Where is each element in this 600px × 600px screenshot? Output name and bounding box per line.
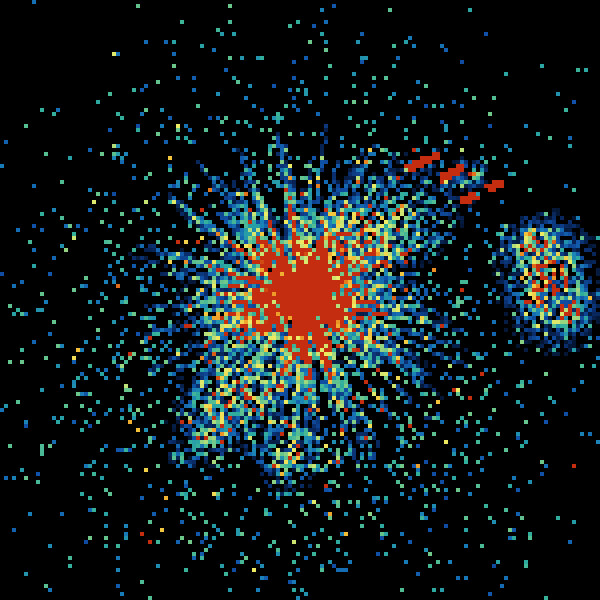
image-canvas-container xyxy=(0,0,600,600)
astronomical-intensity-heatmap xyxy=(0,0,600,600)
